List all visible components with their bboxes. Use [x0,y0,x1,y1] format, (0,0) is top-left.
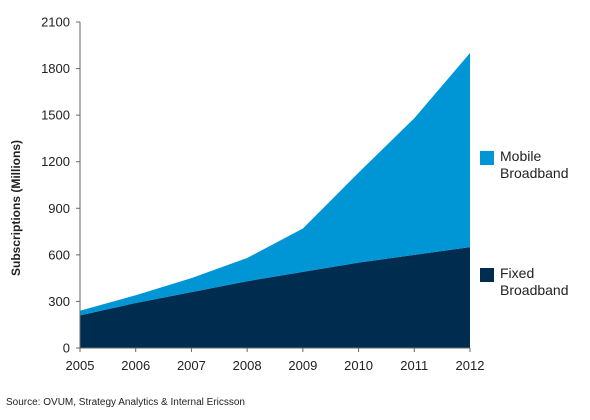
x-tick-label: 2010 [344,358,373,373]
legend-fixed-line2: Broadband [500,282,569,298]
y-tick-label: 300 [48,294,70,309]
legend-label-fixed: Fixed Broadband [500,265,590,299]
y-axis-label: Subscriptions (Millions) [9,140,23,276]
legend-label-mobile: Mobile Broadband [500,148,590,182]
area-fixed-broadband [80,247,470,348]
legend-mobile-line2: Broadband [500,165,569,181]
x-axis-ticks: 2005 2006 2007 2008 2009 2010 2011 2012 [66,348,485,373]
chart-axes [79,22,470,349]
y-tick-label: 0 [63,341,70,356]
legend-swatch-fixed [480,268,494,282]
y-tick-label: 900 [48,201,70,216]
x-tick-label: 2005 [66,358,95,373]
legend-mobile-line1: Mobile [500,148,542,164]
x-tick-label: 2011 [400,358,428,373]
legend-swatch-mobile [480,151,494,165]
chart-areas [80,53,470,348]
y-tick-label: 1200 [41,154,70,169]
source-note: Source: OVUM, Strategy Analytics & Inter… [6,397,245,408]
y-tick-label: 600 [48,247,70,262]
x-tick-label: 2009 [288,358,317,373]
y-tick-label: 2100 [41,15,70,30]
x-tick-label: 2012 [456,358,485,373]
x-tick-label: 2007 [177,358,206,373]
y-tick-label: 1500 [41,108,70,123]
x-tick-label: 2008 [233,358,262,373]
y-axis-ticks: 0 300 600 900 1200 1500 1800 2100 [41,15,80,356]
area-mobile-broadband [80,53,470,316]
y-tick-label: 1800 [41,61,70,76]
legend-fixed-line1: Fixed [500,265,535,281]
x-tick-label: 2006 [121,358,150,373]
